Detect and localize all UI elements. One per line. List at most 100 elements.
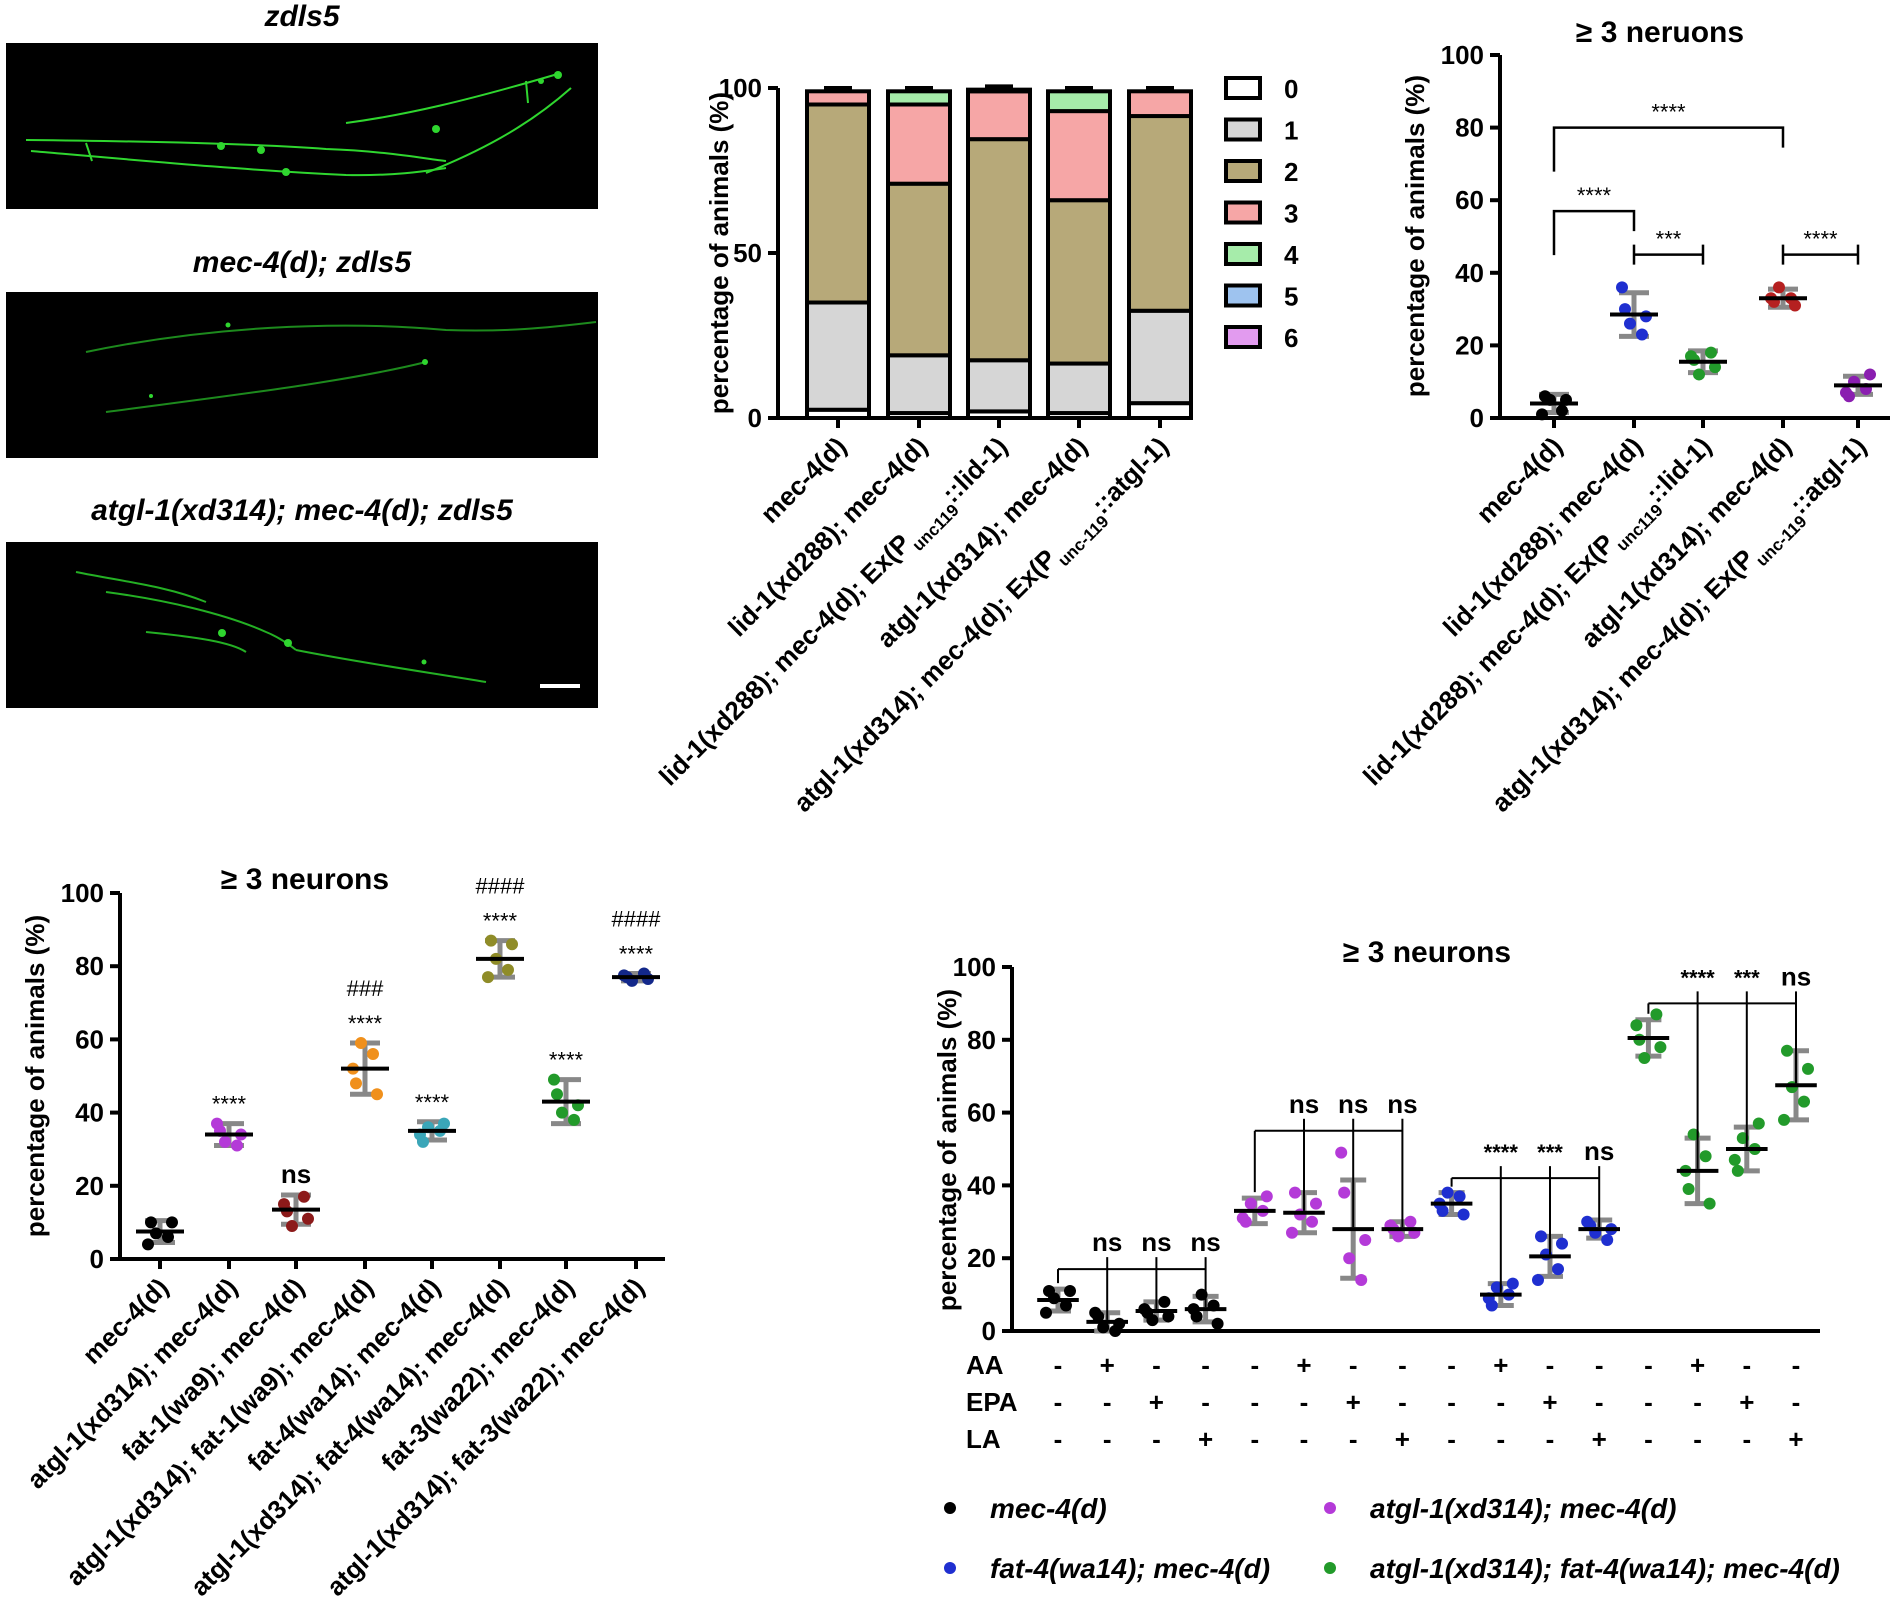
s1-significance-bracket [1632, 244, 1705, 265]
micrograph-2 [6, 292, 598, 458]
s3-group-data-point [1457, 1208, 1470, 1221]
s3-group-data-point [1441, 1186, 1454, 1199]
s3-treatment-mark: - [1644, 1350, 1653, 1380]
s2-group-data-point [367, 1048, 379, 1061]
s3-group-data-point [1359, 1234, 1372, 1246]
s3-treatment-mark: - [1103, 1387, 1112, 1417]
stacked-bar-segment-3 [1046, 109, 1112, 203]
s3-group-data-point [1654, 1041, 1667, 1054]
s3-y-tick-label: 20 [967, 1243, 996, 1273]
s3-treatment-mark: - [1742, 1350, 1751, 1380]
s3-group-data-point [1089, 1306, 1102, 1319]
s3-group-data-point [1731, 1164, 1744, 1177]
s2-group-data-point [231, 1139, 243, 1152]
s1-group-data-point [1705, 346, 1717, 359]
s3-group-data-point [1335, 1146, 1348, 1159]
s3-treatment-mark: + [1346, 1387, 1361, 1417]
stacked-legend-label: 3 [1284, 199, 1298, 229]
s3-treatment-mark: - [1496, 1387, 1505, 1417]
s3-group-data-point [1064, 1284, 1076, 1297]
s3-treatment-mark: - [1447, 1387, 1456, 1417]
s1-group-data-point [1840, 386, 1852, 399]
s3-treatment-mark: - [1398, 1350, 1407, 1380]
s3-group-data-point [1404, 1215, 1417, 1228]
s3-treatment-mark: - [1054, 1424, 1063, 1454]
s2-group-data-point [219, 1135, 231, 1148]
s3-y-tick-label: 40 [967, 1170, 996, 1200]
s3-treatment-mark: - [1792, 1387, 1801, 1417]
s1-group-data-point [1693, 368, 1705, 381]
s1-significance-bracket [1552, 209, 1636, 256]
stacked-legend-label: 0 [1284, 74, 1298, 104]
s1-group-data-point [1616, 281, 1628, 294]
s1-y-tick-label: 40 [1455, 258, 1484, 288]
s3-title: ≥ 3 neurons [1343, 936, 1511, 969]
s3-treatment-mark: - [1250, 1387, 1259, 1417]
s2-group-data-point [551, 1088, 563, 1101]
s1-group-data-point [1864, 368, 1876, 381]
s2-title: ≥ 3 neurons [221, 863, 389, 896]
micrograph-title-3: atgl-1(xd314); mec-4(d); zdls5 [91, 494, 513, 527]
s2-y-tick-label: 0 [90, 1244, 104, 1274]
s3-group-data-point [1778, 1113, 1790, 1126]
stacked-legend-swatch-5 [1224, 283, 1262, 308]
s2-significance-label: **** [415, 1090, 450, 1115]
s2-y-tick-label: 60 [75, 1024, 104, 1054]
worm-neurons-1 [25, 71, 572, 177]
s3-group-data-point [1244, 1197, 1257, 1210]
stacked-legend-label: 2 [1284, 157, 1298, 187]
s1-group-data-point [1773, 281, 1785, 294]
stacked-bar-segment-1 [886, 353, 952, 416]
s1-y-tick-label: 60 [1455, 185, 1484, 215]
s3-group-data-point [1703, 1197, 1716, 1210]
s2-group-data-point [162, 1231, 174, 1244]
s3-treatment-mark: + [1542, 1387, 1557, 1417]
s3-group-data-point [1060, 1299, 1072, 1312]
s3-group-data-point [1581, 1215, 1594, 1228]
s3-treatment-mark: - [1250, 1350, 1259, 1380]
s3-significance-label: **** [1484, 1140, 1519, 1165]
stacked-bar-segment-1 [966, 358, 1032, 414]
stacked-legend-swatch-1 [1224, 117, 1262, 142]
s3-legend-label: mec-4(d) [990, 1493, 1107, 1524]
s2-significance-label: #### [612, 907, 662, 932]
s3-group-data-point [1752, 1117, 1765, 1130]
s3-treatment-mark: - [1300, 1387, 1309, 1417]
s2-significance-label: ### [347, 976, 384, 1001]
s2-significance-label: **** [348, 1011, 383, 1036]
micrograph-title-1: zdls5 [264, 0, 340, 33]
s3-group-data-point [1158, 1295, 1171, 1308]
s2-group-data-point [482, 971, 494, 984]
s3-significance-label: *** [1734, 965, 1760, 990]
s2-group-data-point [142, 1238, 154, 1251]
s3-treatment-mark: + [1296, 1350, 1311, 1380]
s3-treatment-mark: + [1100, 1350, 1115, 1380]
s3-treatment-mark: - [1349, 1350, 1358, 1380]
s3-treatment-mark: - [1595, 1387, 1604, 1417]
s3-group-data-point [1343, 1252, 1356, 1265]
s3-treatment-mark: - [1644, 1387, 1653, 1417]
s3-group-data-point [1286, 1226, 1298, 1239]
s3-treatment-mark: - [1447, 1424, 1456, 1454]
s2-group-data-point [506, 938, 518, 951]
s3-legend-label: atgl-1(xd314); mec-4(d) [1370, 1493, 1677, 1524]
stacked-y-tick-label: 0 [748, 403, 762, 433]
s3-group-data-point [1535, 1230, 1547, 1243]
s1-group-data-point [1636, 328, 1648, 341]
s3-significance-label: **** [1680, 965, 1715, 990]
s3-treatment-mark: - [1054, 1387, 1063, 1417]
stacked-legend-swatch-0 [1224, 76, 1262, 100]
s1-significance-bracket [1781, 244, 1860, 265]
s3-treatment-mark: - [1693, 1387, 1702, 1417]
s3-treatment-mark: + [1493, 1350, 1508, 1380]
s3-legend-marker [1324, 1562, 1336, 1574]
s3-y-tick-label: 100 [953, 952, 996, 982]
s3-group-data-point [1306, 1215, 1318, 1228]
s2-y-tick-label: 20 [75, 1171, 104, 1201]
stacked-bar-segment-1 [1127, 308, 1193, 406]
s3-treatment-mark: + [1198, 1424, 1213, 1454]
stacked-legend-swatch-6 [1224, 325, 1262, 349]
s3-legend-label: fat-4(wa14); mec-4(d) [990, 1553, 1270, 1584]
s2-group-data-point [350, 1077, 362, 1090]
